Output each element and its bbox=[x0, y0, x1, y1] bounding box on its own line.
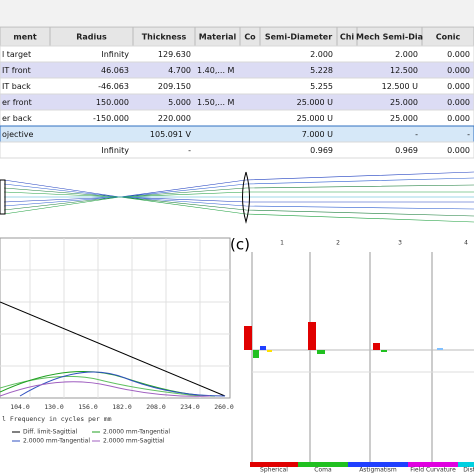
table-cell: 12.500 bbox=[390, 66, 418, 75]
legend-label: Spherical bbox=[260, 467, 288, 474]
x-tick-label: 208.0 bbox=[146, 403, 166, 411]
layout-view bbox=[0, 160, 474, 236]
table-cell: - bbox=[467, 130, 470, 139]
table-cell: 5.000 bbox=[168, 98, 191, 107]
legend-label: Diff. limit-Sagittial bbox=[23, 429, 78, 436]
x-tick-label: 182.0 bbox=[112, 403, 132, 411]
table-cell: ojective bbox=[2, 130, 34, 139]
table-cell: 1.40,... M bbox=[197, 66, 235, 75]
table-row bbox=[0, 125, 474, 143]
legend-swatch bbox=[250, 462, 298, 467]
table-cell: 0.000 bbox=[447, 66, 470, 75]
table-cell: 0.000 bbox=[447, 82, 470, 91]
column-number: 1 bbox=[280, 240, 284, 247]
table-cell: 46.063 bbox=[101, 66, 129, 75]
legend-swatch bbox=[458, 462, 474, 467]
legend-swatch bbox=[298, 462, 348, 467]
column-number: 4 bbox=[464, 240, 468, 247]
table-cell: 0.969 bbox=[310, 146, 333, 155]
x-axis-label: l Frequency in cycles per mm bbox=[2, 415, 112, 423]
column-header: Co bbox=[244, 33, 256, 42]
column-header: Conic bbox=[436, 33, 461, 42]
table-cell: 0.969 bbox=[395, 146, 418, 155]
table-cell: 2.000 bbox=[310, 50, 333, 59]
legend-label: Disto bbox=[463, 467, 474, 474]
table-cell: 7.000 U bbox=[302, 130, 333, 139]
x-tick-label: 234.0 bbox=[180, 403, 200, 411]
legend-label: 2.0000 mm-Tangential bbox=[103, 429, 170, 436]
table-cell: Infinity bbox=[101, 146, 129, 155]
table-cell: - bbox=[415, 130, 418, 139]
column-header: Radius bbox=[76, 33, 107, 42]
lens bbox=[242, 171, 250, 224]
table-cell: -150.000 bbox=[93, 114, 129, 123]
table-cell: 1.50,... M bbox=[197, 98, 235, 107]
table-cell: 5.255 bbox=[310, 82, 333, 91]
legend-label: Coma bbox=[314, 467, 332, 474]
seidel-plot bbox=[240, 238, 474, 474]
seidel-bars bbox=[244, 322, 443, 358]
x-tick-label: 130.0 bbox=[44, 403, 64, 411]
column-header: Mech Semi-Dia bbox=[356, 33, 423, 42]
rays bbox=[3, 171, 474, 223]
table-cell: 0.000 bbox=[447, 114, 470, 123]
x-tick-label: 260.0 bbox=[214, 403, 234, 411]
column-number: 2 bbox=[336, 240, 340, 247]
object-surface bbox=[0, 179, 6, 215]
table-cell: 105.091 V bbox=[150, 130, 192, 139]
table-cell: - bbox=[188, 146, 191, 155]
toolbar bbox=[0, 0, 474, 26]
table-cell: 5.228 bbox=[310, 66, 333, 75]
mtf-curve bbox=[0, 381, 211, 397]
table-cell: Infinity bbox=[101, 50, 129, 59]
legend-label: 2.0000 mm-Sagittial bbox=[103, 438, 165, 445]
column-header: ment bbox=[13, 33, 36, 42]
mtf-curve bbox=[0, 375, 201, 397]
table-cell: l target bbox=[2, 50, 31, 59]
mtf-curve bbox=[19, 371, 226, 397]
table-cell: IT back bbox=[2, 82, 31, 91]
table-cell: -46.063 bbox=[98, 82, 129, 91]
table-cell: er back bbox=[2, 114, 32, 123]
mtf-plot bbox=[0, 237, 231, 399]
legend-label: Field Curvature bbox=[410, 467, 456, 474]
table-cell: 12.500 U bbox=[382, 82, 419, 91]
diffraction-curve bbox=[0, 301, 226, 397]
table-cell: 25.000 U bbox=[297, 114, 334, 123]
table-cell: 25.000 bbox=[390, 98, 418, 107]
table-cell: 0.000 bbox=[447, 98, 470, 107]
column-header: Thickness bbox=[142, 33, 187, 42]
table-cell: 220.000 bbox=[158, 114, 191, 123]
panel-label: (c) bbox=[230, 236, 250, 254]
table-cell: 209.150 bbox=[158, 82, 191, 91]
x-tick-label: 156.0 bbox=[78, 403, 98, 411]
table-cell: er front bbox=[2, 98, 32, 107]
table-cell: 2.000 bbox=[395, 50, 418, 59]
table-cell: 0.000 bbox=[447, 50, 470, 59]
mtf-grid bbox=[0, 238, 230, 398]
column-header: Chi bbox=[340, 33, 355, 42]
legend-swatch bbox=[348, 462, 408, 467]
table-cell: IT front bbox=[2, 66, 31, 75]
table-cell: 4.700 bbox=[168, 66, 191, 75]
legend-label: Astigmatism bbox=[359, 467, 397, 474]
x-tick-label: 104.0 bbox=[10, 403, 30, 411]
table-cell: 150.000 bbox=[96, 98, 129, 107]
legend-label: 2.0000 mm-Tangential bbox=[23, 438, 90, 445]
table-cell: 25.000 bbox=[390, 114, 418, 123]
seidel-separators bbox=[251, 252, 433, 462]
table-cell: 25.000 U bbox=[297, 98, 334, 107]
table-cell: 129.630 bbox=[158, 50, 191, 59]
table-row bbox=[0, 141, 474, 159]
table-cell: 0.000 bbox=[447, 146, 470, 155]
legend-swatch bbox=[408, 462, 458, 467]
column-header: Material bbox=[199, 33, 237, 42]
column-header: Semi-Diameter bbox=[265, 33, 332, 42]
column-number: 3 bbox=[398, 240, 402, 247]
